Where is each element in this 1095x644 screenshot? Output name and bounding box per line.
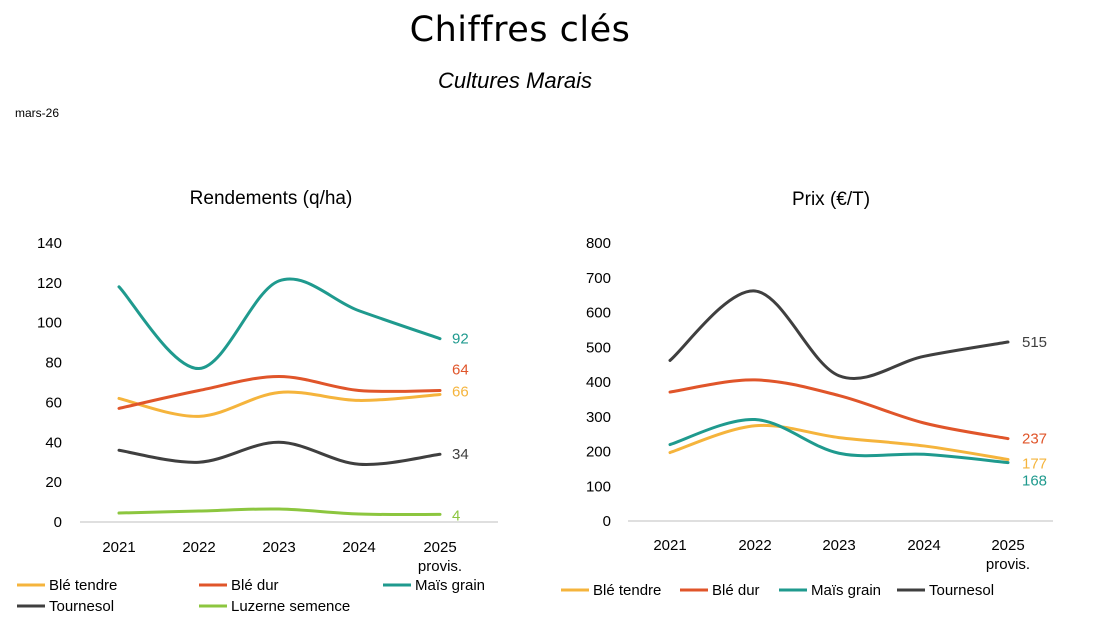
prix-y-tick-label: 600 xyxy=(586,305,611,322)
prix-y-tick-label: 300 xyxy=(586,409,611,426)
prix-end-value-label: 515 xyxy=(1022,334,1047,351)
rendements-legend-label: Blé dur xyxy=(231,577,279,594)
prix-legend-label: Maïs grain xyxy=(811,582,881,599)
rendements-end-value-label: 34 xyxy=(452,446,469,463)
prix-series-line-bl-tendre xyxy=(668,423,1010,461)
rendements-y-tick-label: 0 xyxy=(54,514,62,531)
prix-end-value-label: 177 xyxy=(1022,455,1047,472)
rendements-y-tick-label: 140 xyxy=(37,235,62,252)
prix-chart-title: Prix (€/T) xyxy=(792,189,870,210)
rendements-x-tick-label: 2023 xyxy=(262,539,295,556)
rendements-y-tick-label: 120 xyxy=(37,275,62,292)
prix-y-tick-label: 100 xyxy=(586,478,611,495)
prix-series-line-bl-dur xyxy=(668,378,1010,441)
rendements-y-tick-label: 100 xyxy=(37,315,62,332)
prix-legend-label: Blé dur xyxy=(712,582,760,599)
prix-y-tick-label: 700 xyxy=(586,270,611,287)
prix-legend-label: Blé tendre xyxy=(593,582,661,599)
rendements-x-tick-label: 2024 xyxy=(342,539,375,556)
rendements-y-tick-label: 40 xyxy=(45,434,62,451)
rendements-y-tick-label: 20 xyxy=(45,474,62,491)
rendements-series-line-luzerne-semence xyxy=(117,507,442,517)
prix-series-line-ma-s-grain xyxy=(668,418,1010,465)
rendements-end-value-label: 4 xyxy=(452,507,460,524)
rendements-series-line-bl-dur xyxy=(117,375,442,410)
prix-y-tick-label: 0 xyxy=(603,513,611,530)
rendements-legend-label: Luzerne semence xyxy=(231,598,350,615)
page-title: Chiffres clés xyxy=(409,10,631,50)
prix-legend-label: Tournesol xyxy=(929,582,994,599)
rendements-end-value-label: 64 xyxy=(452,361,469,378)
prix-y-tick-label: 500 xyxy=(586,339,611,356)
rendements-y-tick-label: 60 xyxy=(45,394,62,411)
prix-x-tick-label: 2023 xyxy=(822,537,855,554)
rendements-x-tick-label: 2022 xyxy=(182,539,215,556)
rendements-end-value-label: 66 xyxy=(452,383,469,400)
date-label: mars-26 xyxy=(15,106,60,120)
rendements-legend-label: Blé tendre xyxy=(49,577,117,594)
prix-end-value-label: 168 xyxy=(1022,473,1047,490)
rendements-legend-label: Tournesol xyxy=(49,598,114,615)
prix-end-value-label: 237 xyxy=(1022,431,1047,448)
page-subtitle: Cultures Marais xyxy=(437,68,593,93)
prix-x-tick-label: 2025 provis. xyxy=(986,537,1030,573)
prix-series-line-tournesol xyxy=(668,289,1010,380)
rendements-legend-label: Maïs grain xyxy=(415,577,485,594)
rendements-series-line-bl-tendre xyxy=(117,390,442,418)
rendements-series-line-ma-s-grain xyxy=(117,277,442,371)
prix-y-tick-label: 200 xyxy=(586,444,611,461)
prix-y-tick-label: 800 xyxy=(586,235,611,252)
prix-x-tick-label: 2022 xyxy=(738,537,771,554)
prix-y-tick-label: 400 xyxy=(586,374,611,391)
rendements-series-line-tournesol xyxy=(117,440,442,466)
rendements-chart-title: Rendements (q/ha) xyxy=(190,188,353,209)
rendements-x-tick-label: 2025 provis. xyxy=(418,539,462,575)
prix-x-tick-label: 2021 xyxy=(653,537,686,554)
rendements-x-tick-label: 2021 xyxy=(102,539,135,556)
prix-x-tick-label: 2024 xyxy=(907,537,940,554)
rendements-end-value-label: 92 xyxy=(452,331,469,348)
rendements-y-tick-label: 80 xyxy=(45,355,62,372)
